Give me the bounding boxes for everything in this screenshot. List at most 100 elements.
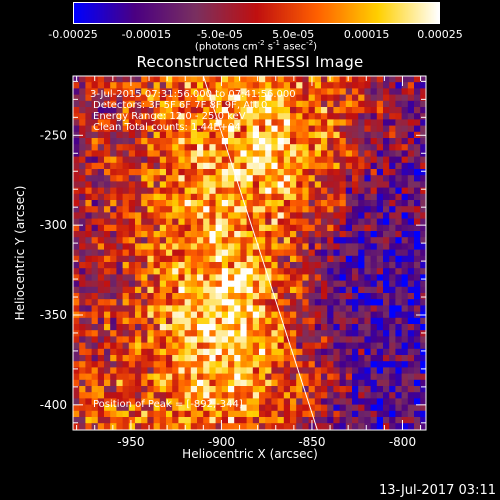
heatmap-cell [321,94,328,102]
heatmap-cell [209,119,217,127]
heatmap-cell [395,144,403,151]
heatmap-cell [290,386,297,393]
heatmap-cell [246,299,254,306]
heatmap-cell [147,330,155,337]
heatmap-cell [352,107,359,114]
heatmap-cell [215,218,223,226]
heatmap-cell [314,262,322,269]
heatmap-cell [327,336,334,344]
heatmap-cell [327,237,334,244]
heatmap-cell [215,361,223,368]
heatmap-cell [389,131,396,139]
heatmap-cell [308,113,316,120]
heatmap-cell [321,324,328,331]
heatmap-cell [190,193,198,201]
heatmap-cell [166,181,173,189]
heatmap-cell [116,88,124,96]
heatmap-cell [184,243,192,251]
heatmap-cell [383,262,390,269]
heatmap-cell [327,373,334,381]
heatmap-cell [395,386,403,393]
heatmap-cell [290,305,297,313]
heatmap-cell [395,125,403,133]
heatmap-cell [234,162,241,170]
heatmap-cell [259,423,266,430]
heatmap-cell [197,367,204,375]
heatmap-cell [420,280,426,288]
heatmap-cell [190,311,198,319]
heatmap-cell [314,330,322,337]
heatmap-cell [240,150,248,158]
colorbar-tick-label: -0.00015 [121,28,172,41]
heatmap-cell [135,324,142,331]
heatmap-cell [197,280,204,288]
heatmap-cell [228,212,235,220]
heatmap-cell [147,268,155,275]
heatmap-cell [246,274,254,282]
heatmap-cell [414,367,421,375]
heatmap-cell [122,107,130,114]
heatmap-cell [153,113,161,120]
heatmap-cell [116,311,124,319]
heatmap-cell [414,138,421,145]
heatmap-cell [321,200,328,207]
heatmap-cell [407,193,415,201]
heatmap-cell [283,274,291,282]
heatmap-cell [228,125,235,133]
heatmap-cell [116,181,124,189]
heatmap-cell [308,88,316,96]
heatmap-cell [364,131,372,139]
heatmap-cell [91,218,99,226]
heatmap-cell [166,206,173,213]
heatmap-cell [147,367,155,375]
heatmap-cell [178,237,186,244]
heatmap-cell [234,293,241,300]
heatmap-cell [104,299,111,306]
heatmap-cell [85,361,93,368]
heatmap-cell [97,243,105,251]
heatmap-cell [302,206,310,213]
heatmap-cell [110,156,117,164]
solar-limb-line [202,76,318,430]
heatmap-cell [314,100,322,108]
heatmap-cell [345,138,353,145]
heatmap-cell [116,212,124,220]
heatmap-cell [116,131,124,139]
heatmap-cell [420,293,426,300]
heatmap-cell [203,342,210,350]
heatmap-cell [234,330,241,337]
heatmap-cell [234,175,241,182]
heatmap-cell [104,181,111,189]
heatmap-cell [240,392,248,399]
heatmap-cell [339,175,347,182]
heatmap-cell [172,224,179,232]
heatmap-cell [395,410,403,418]
heatmap-cell [401,293,409,300]
heatmap-cell [197,125,204,133]
heatmap-cell [147,187,155,195]
heatmap-cell [221,119,229,127]
heatmap-cell [314,348,322,356]
heatmap-cell [221,361,229,368]
heatmap-cell [190,125,198,133]
heatmap-cell [197,218,204,226]
heatmap-cell [321,330,328,337]
heatmap-cell [197,150,204,158]
heatmap-cell [321,76,328,83]
heatmap-cell [178,417,186,424]
heatmap-cell [407,175,415,182]
heatmap-cell [401,262,409,269]
heatmap-cell [327,423,334,430]
heatmap-cell [370,404,378,412]
heatmap-cell [234,206,241,213]
heatmap-cell [252,361,260,368]
heatmap-cell [271,355,279,362]
heatmap-cell [97,417,105,424]
heatmap-cell [166,156,173,164]
heatmap-cell [128,113,136,120]
heatmap-cell [147,100,155,108]
heatmap-cell [407,330,415,337]
heatmap-cell [97,305,105,313]
heatmap-cell [190,379,198,387]
heatmap-cell [128,218,136,226]
